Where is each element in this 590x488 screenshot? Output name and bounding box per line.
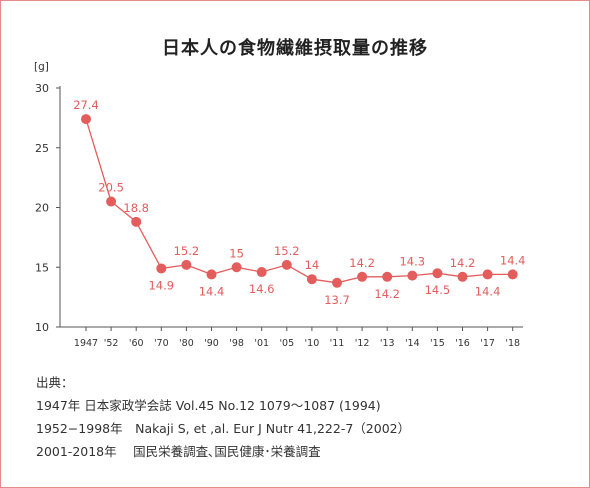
data-point-90 bbox=[206, 269, 217, 280]
data-label-8: 15.2 bbox=[274, 244, 300, 258]
data-point-14 bbox=[407, 270, 418, 281]
data-point-80 bbox=[181, 259, 192, 270]
source-line-2001: 2001-2018年 国民栄養調査､国民健康･栄養調査 bbox=[36, 444, 321, 459]
data-point-98 bbox=[231, 262, 242, 273]
x-tick-label-7: '01 bbox=[254, 338, 269, 349]
data-point-05 bbox=[281, 259, 292, 270]
x-tick-label-15: '16 bbox=[455, 338, 470, 349]
x-tick-label-14: '15 bbox=[430, 338, 445, 349]
x-tick-label-10: '11 bbox=[330, 338, 345, 349]
x-tick-label-13: '14 bbox=[405, 338, 420, 349]
x-tick-label-16: '17 bbox=[480, 338, 495, 349]
data-point-60 bbox=[131, 216, 142, 227]
x-tick-label-5: '90 bbox=[204, 338, 219, 349]
x-tick-label-8: '05 bbox=[279, 338, 294, 349]
data-point-01 bbox=[256, 267, 267, 278]
data-point-70 bbox=[156, 263, 167, 274]
data-label-12: 14.2 bbox=[374, 287, 400, 301]
y-tick-label-3: 25 bbox=[35, 142, 49, 155]
source-notes: 出典： 1947年 日本家政学会誌 Vol.45 No.12 1079～1087… bbox=[36, 371, 410, 463]
x-tick-label-11: '12 bbox=[355, 338, 370, 349]
data-label-15: 14.2 bbox=[450, 256, 476, 270]
data-label-0: 27.4 bbox=[73, 98, 99, 112]
x-tick-label-4: '80 bbox=[179, 338, 194, 349]
x-tick-label-3: '70 bbox=[154, 338, 169, 349]
data-point-15 bbox=[432, 268, 443, 279]
data-point-1947 bbox=[81, 114, 91, 125]
source-heading: 出典： bbox=[36, 375, 74, 390]
x-tick-label-12: '13 bbox=[380, 338, 395, 349]
data-point-10 bbox=[306, 274, 317, 285]
y-tick-label-1: 15 bbox=[35, 261, 49, 274]
data-label-11: 14.2 bbox=[349, 256, 375, 270]
data-label-5: 14.4 bbox=[199, 284, 225, 298]
data-point-11 bbox=[332, 277, 342, 288]
data-point-12 bbox=[357, 271, 368, 282]
y-axis-unit-label: [g] bbox=[34, 61, 49, 73]
data-point-13 bbox=[382, 271, 393, 282]
x-tick-label-1: '52 bbox=[104, 338, 119, 349]
chart-title: 日本人の食物繊維摂取量の推移 bbox=[162, 38, 428, 59]
data-point-16 bbox=[457, 271, 468, 282]
data-label-17: 14.4 bbox=[500, 253, 526, 267]
x-tick-label-17: '18 bbox=[505, 338, 520, 349]
data-label-14: 14.5 bbox=[425, 283, 451, 297]
data-point-52 bbox=[106, 196, 117, 207]
y-tick-label-2: 20 bbox=[35, 202, 49, 215]
data-label-9: 14 bbox=[305, 258, 320, 272]
data-label-4: 15.2 bbox=[174, 244, 200, 258]
y-tick-label-0: 10 bbox=[35, 321, 49, 334]
data-label-13: 14.3 bbox=[399, 255, 425, 269]
series-line bbox=[85, 118, 513, 284]
data-label-7: 14.6 bbox=[249, 282, 275, 296]
data-label-3: 14.9 bbox=[148, 278, 174, 292]
data-label-1: 20.5 bbox=[98, 181, 124, 195]
x-tick-label-0: 1947 bbox=[74, 338, 98, 349]
x-tick-label-2: '60 bbox=[129, 338, 144, 349]
data-point-18 bbox=[507, 269, 518, 280]
data-label-6: 15 bbox=[229, 246, 244, 260]
source-line-1952: 1952−1998年 Nakaji S, et ,al. Eur J Nutr … bbox=[36, 421, 411, 436]
y-tick-label-4: 30 bbox=[35, 82, 49, 95]
data-label-16: 14.4 bbox=[475, 284, 501, 298]
x-tick-label-9: '10 bbox=[305, 338, 320, 349]
data-label-10: 13.7 bbox=[324, 293, 350, 307]
source-line-1947: 1947年 日本家政学会誌 Vol.45 No.12 1079～1087 (19… bbox=[36, 398, 381, 413]
x-tick-label-6: '98 bbox=[229, 338, 244, 349]
data-label-2: 18.8 bbox=[123, 201, 149, 215]
data-point-17 bbox=[482, 269, 493, 280]
